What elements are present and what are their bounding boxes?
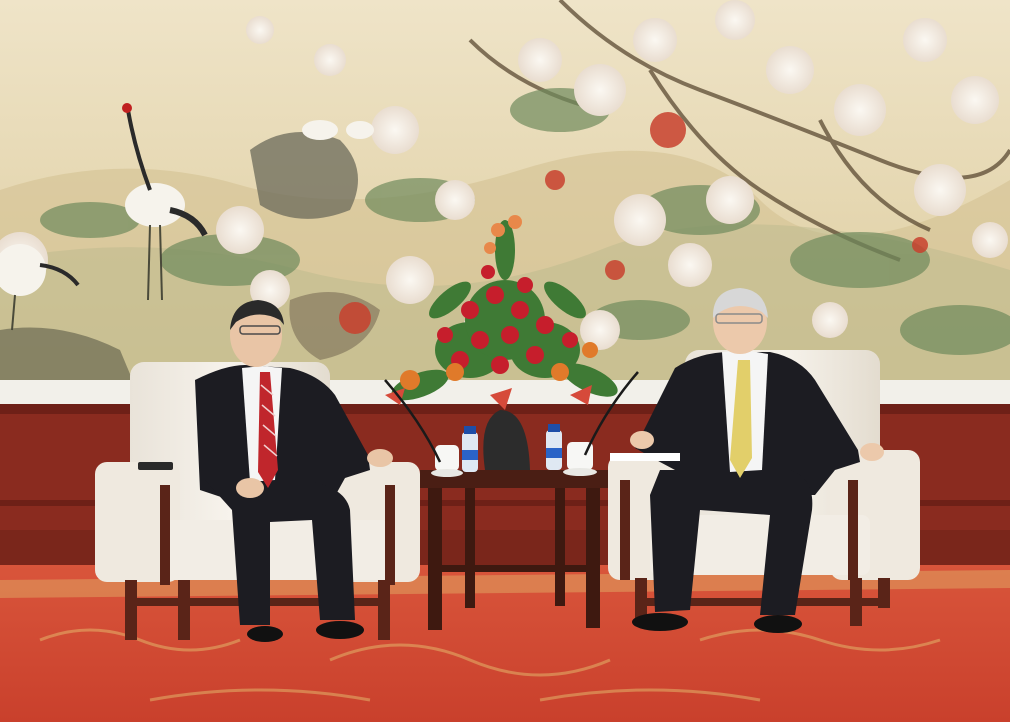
crane-icon	[0, 244, 80, 331]
water-bottle-icon	[546, 424, 562, 470]
carpet	[0, 565, 1010, 722]
water-bottle-icon	[462, 426, 478, 472]
phone	[138, 462, 173, 470]
flower-arrangement-icon	[385, 215, 618, 470]
teacup-icon	[431, 445, 463, 477]
person-right	[630, 288, 884, 633]
tea-table	[420, 470, 608, 630]
microphone-icon	[384, 371, 639, 463]
teacup-icon	[563, 442, 597, 476]
crane-icon	[302, 120, 374, 140]
person-left	[195, 300, 393, 642]
document-sheet	[610, 453, 680, 461]
crane-icon	[122, 103, 208, 301]
